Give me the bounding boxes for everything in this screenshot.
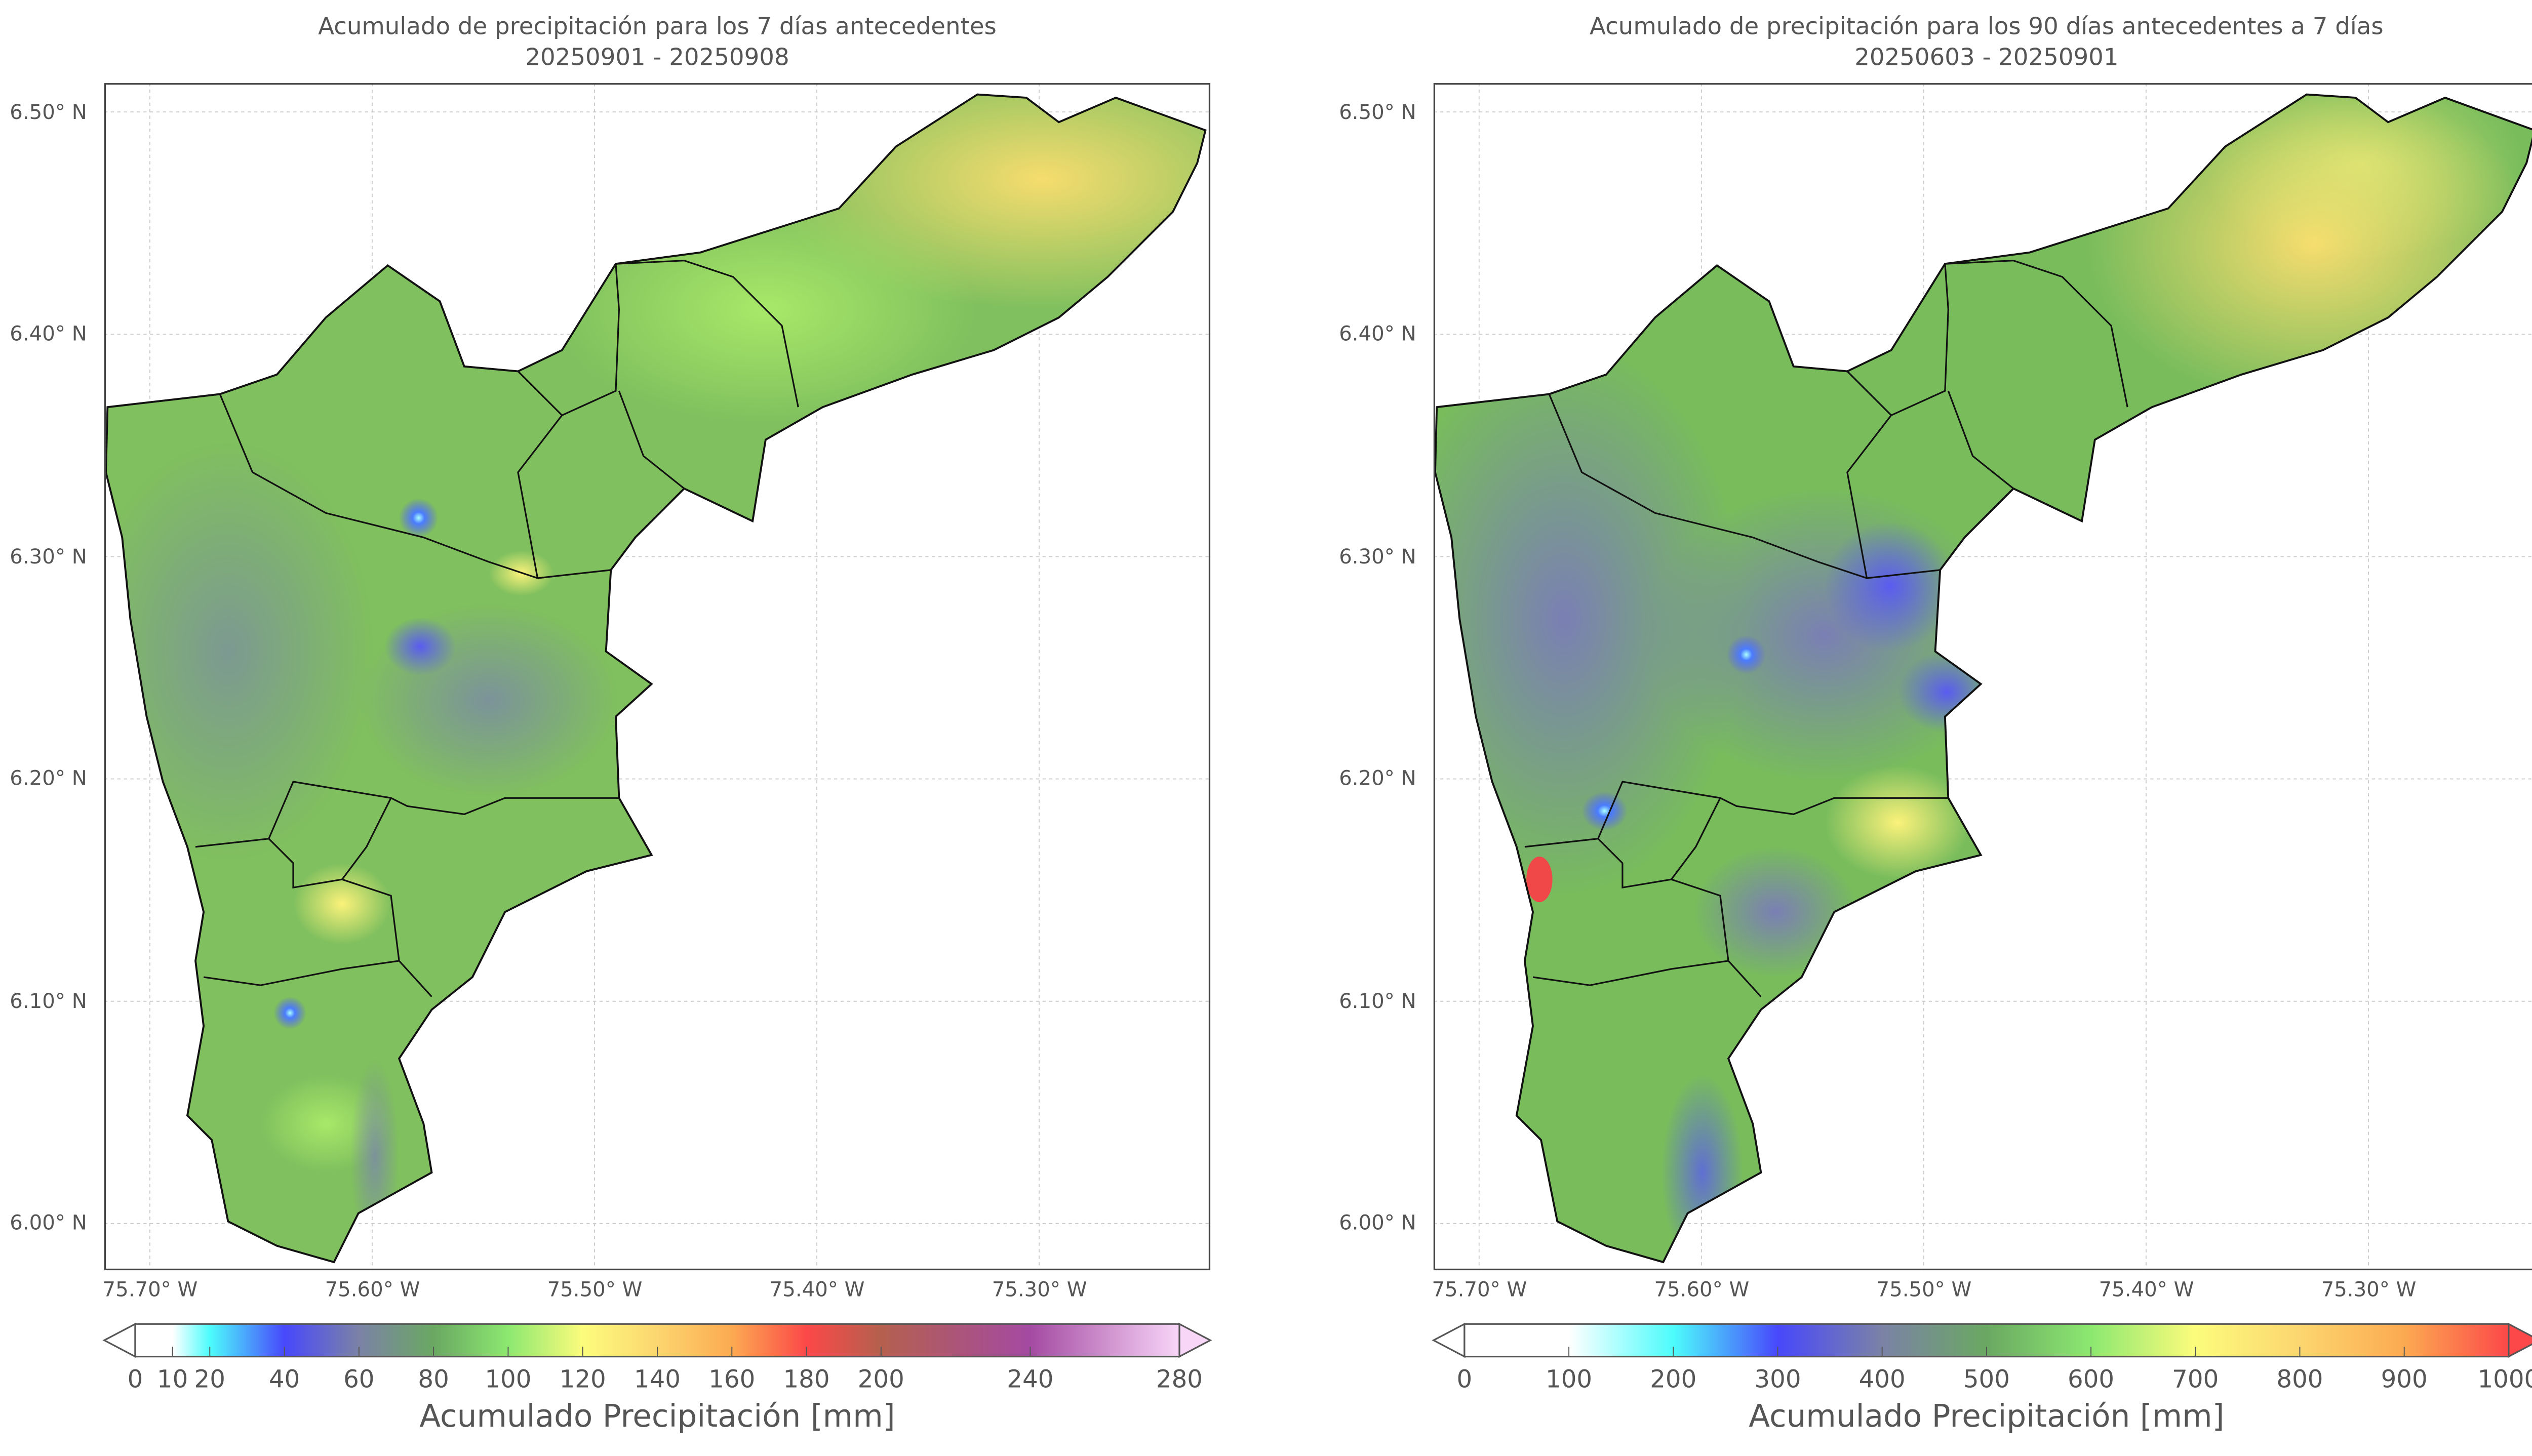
right-colorbar-tick-label: 500 bbox=[1963, 1364, 2010, 1394]
right-x-tick-label: 75.50° W bbox=[1876, 1276, 1972, 1302]
right-colorbar-tick-label: 1000 bbox=[2477, 1364, 2532, 1394]
left-y-tick-label: 6.10° N bbox=[10, 988, 87, 1013]
right-colorbar-label: Acumulado Precipitación [mm] bbox=[1749, 1399, 2225, 1435]
subbasin-line bbox=[618, 390, 685, 490]
right-colorbar-tick-label: 200 bbox=[1650, 1364, 1697, 1394]
colorbar-extend-min-arrow bbox=[1432, 1322, 1466, 1358]
subbasin-line bbox=[1671, 797, 1721, 880]
left-basin-outline bbox=[105, 93, 1207, 1264]
left-y-tick-label: 6.40° N bbox=[10, 321, 87, 346]
left-map-axes bbox=[104, 83, 1211, 1271]
subbasin-line bbox=[562, 264, 620, 416]
right-x-tick-label: 75.40° W bbox=[2099, 1276, 2194, 1302]
right-y-tick-label: 6.40° N bbox=[1339, 321, 1416, 346]
subbasin-line bbox=[195, 781, 619, 848]
colorbar-extend-max-arrow bbox=[2508, 1322, 2532, 1358]
left-x-tick-label: 75.50° W bbox=[547, 1276, 643, 1302]
right-x-tick-label: 75.30° W bbox=[2321, 1276, 2417, 1302]
right-colorbar-tick-label: 0 bbox=[1456, 1364, 1473, 1394]
left-colorbar-tick-label: 60 bbox=[343, 1364, 375, 1394]
right-map-axes bbox=[1433, 83, 2532, 1271]
subbasin-line bbox=[1945, 260, 2128, 408]
subbasin-line bbox=[1532, 960, 1762, 997]
left-colorbar-label: Acumulado Precipitación [mm] bbox=[419, 1399, 895, 1435]
right-colorbar-tick-label: 800 bbox=[2276, 1364, 2323, 1394]
subbasin-line bbox=[1891, 264, 1949, 416]
left-colorbar-tick-label: 20 bbox=[194, 1364, 225, 1394]
left-colorbar bbox=[102, 1322, 1212, 1358]
subbasin-line bbox=[268, 838, 400, 961]
left-colorbar-tick-label: 200 bbox=[857, 1364, 904, 1394]
left-colorbar-tick-label: 280 bbox=[1156, 1364, 1203, 1394]
left-colorbar-tick-label: 120 bbox=[559, 1364, 606, 1394]
left-colorbar-tick-label: 40 bbox=[268, 1364, 300, 1394]
right-colorbar-tick-label: 900 bbox=[2381, 1364, 2428, 1394]
right-title-line1: Acumulado de precipitación para los 90 d… bbox=[1590, 14, 2384, 41]
subbasin-line bbox=[219, 371, 563, 580]
left-x-tick-label: 75.40° W bbox=[769, 1276, 865, 1302]
right-x-tick-label: 75.60° W bbox=[1654, 1276, 1750, 1302]
right-title-dates: 20250603 - 20250901 bbox=[1854, 46, 2119, 72]
left-y-tick-label: 6.50° N bbox=[10, 99, 87, 124]
subbasin-line bbox=[341, 797, 392, 880]
left-title-dates: 20250901 - 20250908 bbox=[525, 46, 789, 72]
right-x-tick-label: 75.70° W bbox=[1432, 1276, 1527, 1302]
left-x-tick-label: 75.60° W bbox=[325, 1276, 420, 1302]
subbasin-line bbox=[1867, 569, 1941, 579]
right-colorbar-tick-label: 700 bbox=[2172, 1364, 2219, 1394]
left-colorbar-tick-label: 140 bbox=[634, 1364, 681, 1394]
left-colorbar-tick-label: 10 bbox=[156, 1364, 188, 1394]
colorbar-extend-max-arrow bbox=[1178, 1322, 1212, 1358]
colorbar-extend-min-arrow bbox=[102, 1322, 136, 1358]
left-colorbar-tick-label: 0 bbox=[127, 1364, 143, 1394]
subbasin-line bbox=[1947, 390, 2014, 490]
right-colorbar-tick-label: 100 bbox=[1546, 1364, 1593, 1394]
left-colorbar-tick-label: 100 bbox=[485, 1364, 532, 1394]
right-y-tick-label: 6.10° N bbox=[1339, 988, 1416, 1013]
left-x-tick-label: 75.70° W bbox=[102, 1276, 198, 1302]
left-y-tick-label: 6.30° N bbox=[10, 543, 87, 568]
subbasin-line bbox=[537, 569, 611, 579]
right-y-tick-label: 6.00° N bbox=[1339, 1210, 1416, 1235]
right-colorbar-tick-label: 600 bbox=[2067, 1364, 2115, 1394]
left-map-title: Acumulado de precipitación para los 7 dí… bbox=[104, 13, 1210, 75]
left-colorbar-tick-label: 160 bbox=[708, 1364, 756, 1394]
right-y-tick-label: 6.20° N bbox=[1339, 765, 1416, 791]
left-colorbar-tick-label: 240 bbox=[1007, 1364, 1054, 1394]
left-title-line1: Acumulado de precipitación para los 7 dí… bbox=[318, 14, 997, 41]
left-y-tick-label: 6.20° N bbox=[10, 765, 87, 791]
subbasin-line bbox=[203, 960, 432, 997]
right-y-tick-label: 6.30° N bbox=[1339, 543, 1416, 568]
subbasin-line bbox=[1597, 838, 1729, 961]
right-basin-outline bbox=[1434, 93, 2532, 1264]
left-y-tick-label: 6.00° N bbox=[10, 1210, 87, 1235]
right-subbasin-boundaries bbox=[1524, 260, 2128, 997]
left-subbasin-boundaries bbox=[195, 260, 799, 997]
right-colorbar bbox=[1432, 1322, 2532, 1358]
right-colorbar-tick-label: 400 bbox=[1858, 1364, 1906, 1394]
subbasin-line bbox=[1548, 371, 1892, 580]
left-x-tick-label: 75.30° W bbox=[992, 1276, 1087, 1302]
subbasin-line bbox=[1524, 781, 1949, 848]
right-y-tick-label: 6.50° N bbox=[1339, 99, 1416, 124]
subbasin-line bbox=[615, 260, 799, 408]
left-colorbar-tick-label: 180 bbox=[783, 1364, 830, 1394]
right-colorbar-tick-label: 300 bbox=[1754, 1364, 1801, 1394]
right-map-title: Acumulado de precipitación para los 90 d… bbox=[1434, 13, 2532, 75]
left-colorbar-tick-label: 80 bbox=[418, 1364, 449, 1394]
